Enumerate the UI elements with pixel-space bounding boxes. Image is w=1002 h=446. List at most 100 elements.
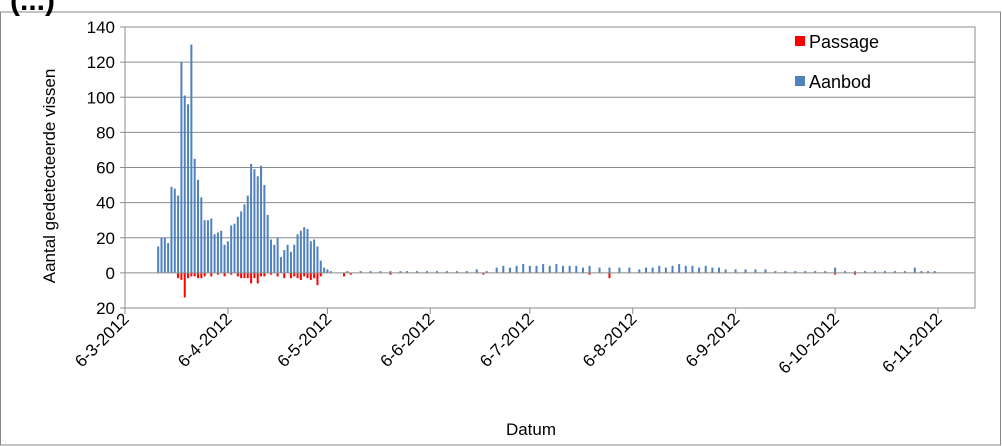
bar-aanbod bbox=[528, 265, 531, 273]
bar-aanbod bbox=[326, 269, 329, 273]
bar-aanbod bbox=[927, 271, 930, 273]
bar-passage bbox=[230, 272, 233, 275]
bar-aanbod bbox=[824, 271, 827, 273]
bar-aanbod bbox=[608, 267, 611, 273]
y-tick-label: 40 bbox=[96, 194, 115, 213]
bar-aanbod bbox=[804, 271, 807, 273]
bar-passage bbox=[190, 272, 193, 277]
bar-aanbod bbox=[293, 244, 296, 273]
bar-aanbod bbox=[187, 104, 190, 273]
legend-swatch-aanbod bbox=[795, 76, 805, 86]
bar-passage bbox=[343, 272, 346, 277]
bar-aanbod bbox=[618, 267, 621, 273]
bar-aanbod bbox=[167, 243, 170, 273]
bar-aanbod bbox=[575, 265, 578, 273]
chart-area-border bbox=[0, 11, 1001, 446]
bar-passage bbox=[270, 272, 273, 275]
bar-aanbod bbox=[276, 237, 279, 273]
bar-passage bbox=[187, 272, 190, 279]
bar-aanbod bbox=[250, 163, 253, 273]
bar-passage bbox=[256, 272, 259, 284]
bar-aanbod bbox=[270, 239, 273, 273]
bar-passage bbox=[299, 272, 302, 280]
bar-aanbod bbox=[223, 244, 226, 273]
axes bbox=[120, 26, 976, 314]
bar-aanbod bbox=[522, 264, 525, 273]
bar-aanbod bbox=[256, 176, 259, 273]
bar-aanbod bbox=[309, 241, 312, 273]
bar-passage bbox=[289, 272, 292, 279]
bar-aanbod bbox=[183, 95, 186, 273]
bar-aanbod bbox=[863, 271, 866, 273]
bar-aanbod bbox=[329, 271, 332, 273]
bar-aanbod bbox=[535, 265, 538, 273]
bar-aanbod bbox=[581, 267, 584, 273]
bar-aanbod bbox=[230, 225, 233, 273]
bar-aanbod bbox=[313, 239, 316, 273]
bar-aanbod bbox=[369, 271, 372, 273]
bar-aanbod bbox=[203, 220, 206, 273]
bar-aanbod bbox=[416, 271, 419, 273]
legend: Passage Aanbod bbox=[795, 32, 879, 92]
bar-aanbod bbox=[177, 195, 180, 273]
bar-aanbod bbox=[834, 267, 837, 273]
bar-aanbod bbox=[303, 227, 306, 273]
bar-aanbod bbox=[883, 271, 886, 273]
bar-aanbod bbox=[764, 269, 767, 273]
bar-aanbod bbox=[210, 218, 213, 273]
bar-aanbod bbox=[893, 271, 896, 273]
bar-aanbod bbox=[598, 267, 601, 273]
bar-aanbod bbox=[684, 265, 687, 273]
bar-aanbod bbox=[226, 241, 229, 273]
bar-passage bbox=[183, 272, 186, 298]
bar-aanbod bbox=[465, 271, 468, 273]
bar-aanbod bbox=[548, 265, 551, 273]
bar-aanbod bbox=[213, 234, 216, 273]
bar-passage bbox=[246, 272, 249, 279]
bar-passage bbox=[240, 272, 243, 279]
series-passage-bars bbox=[177, 272, 857, 298]
bar-aanbod bbox=[542, 264, 545, 273]
bar-aanbod bbox=[562, 265, 565, 273]
y-tick-label: 100 bbox=[87, 88, 115, 107]
legend-swatch-passage bbox=[795, 36, 805, 46]
bar-aanbod bbox=[206, 220, 209, 273]
bar-aanbod bbox=[671, 265, 674, 273]
bar-aanbod bbox=[359, 271, 362, 273]
bar-aanbod bbox=[664, 267, 667, 273]
header-fragment: (...) bbox=[10, 0, 55, 17]
bar-passage bbox=[216, 272, 219, 275]
bar-aanbod bbox=[406, 271, 409, 273]
bar-aanbod bbox=[399, 271, 402, 273]
bar-aanbod bbox=[913, 267, 916, 273]
bar-aanbod bbox=[744, 269, 747, 273]
bar-passage bbox=[177, 272, 180, 279]
bar-passage bbox=[193, 272, 196, 277]
bar-passage bbox=[210, 272, 213, 277]
bar-aanbod bbox=[445, 271, 448, 273]
bar-aanbod bbox=[253, 169, 256, 273]
bar-aanbod bbox=[515, 265, 518, 273]
bar-aanbod bbox=[814, 271, 817, 273]
bar-aanbod bbox=[220, 230, 223, 273]
bar-passage bbox=[482, 272, 485, 275]
bar-aanbod bbox=[678, 264, 681, 273]
bar-aanbod bbox=[691, 265, 694, 273]
y-tick-label: 120 bbox=[87, 53, 115, 72]
bar-passage bbox=[313, 272, 316, 279]
bar-aanbod bbox=[260, 165, 263, 273]
bar-passage bbox=[253, 272, 256, 279]
bar-passage bbox=[588, 272, 591, 275]
y-tick-label: 80 bbox=[96, 123, 115, 142]
bar-passage bbox=[250, 272, 253, 284]
bar-aanbod bbox=[246, 195, 249, 273]
bar-aanbod bbox=[794, 271, 797, 273]
bar-aanbod bbox=[240, 211, 243, 273]
bar-aanbod bbox=[346, 271, 349, 273]
bar-passage bbox=[203, 272, 206, 277]
bar-aanbod bbox=[568, 265, 571, 273]
bar-passage bbox=[223, 272, 226, 277]
bar-passage bbox=[834, 272, 837, 275]
bar-aanbod bbox=[379, 271, 382, 273]
bar-passage bbox=[243, 272, 246, 279]
